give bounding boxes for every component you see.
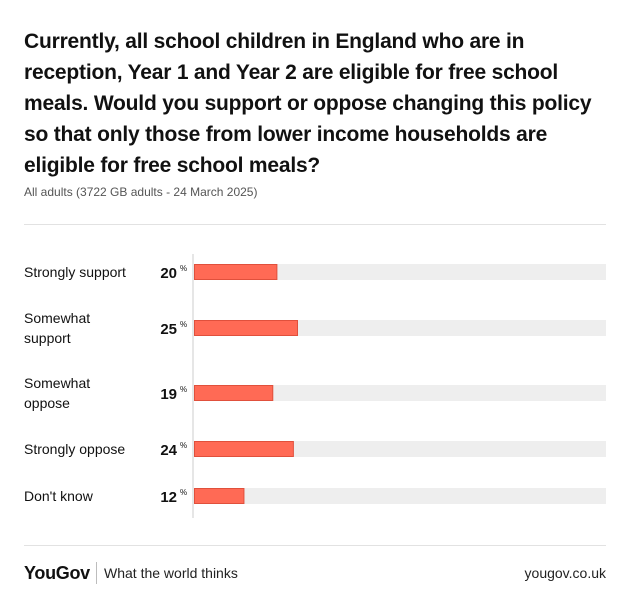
bar-1[interactable]: [194, 320, 298, 336]
category-label-line: Strongly oppose: [24, 441, 125, 457]
chart-subtitle: All adults (3722 GB adults - 24 March 20…: [24, 185, 258, 199]
value-label: 12: [160, 489, 177, 506]
footer-separator: [96, 562, 97, 584]
bar-track: [194, 264, 606, 280]
bar-3[interactable]: [194, 441, 294, 457]
category-label-line: Strongly support: [24, 264, 126, 280]
bar-0[interactable]: [194, 264, 278, 280]
value-label: 20: [160, 265, 177, 282]
bar-track: [194, 488, 606, 504]
bottom-divider: [24, 545, 606, 546]
bar-4[interactable]: [194, 488, 245, 504]
category-label-line: oppose: [24, 395, 70, 411]
top-divider: [24, 224, 606, 225]
value-label: 19: [160, 386, 177, 403]
category-label-line: Don't know: [24, 488, 94, 504]
percent-sign: %: [180, 488, 187, 497]
percent-sign: %: [180, 320, 187, 329]
chart-title: Currently, all school children in Englan…: [24, 30, 592, 177]
yougov-logo[interactable]: YouGov: [24, 563, 90, 583]
category-label-line: Somewhat: [24, 310, 90, 326]
bar-track: [194, 385, 606, 401]
value-label: 24: [160, 442, 177, 459]
value-label: 25: [160, 321, 177, 338]
bar-2[interactable]: [194, 385, 274, 401]
bar-track: [194, 441, 606, 457]
category-label: Strongly support: [24, 264, 126, 280]
category-label: Don't know: [24, 488, 94, 504]
category-label-line: support: [24, 330, 71, 346]
percent-sign: %: [180, 441, 187, 450]
category-label: Somewhat support: [24, 310, 90, 346]
category-label: Somewhat oppose: [24, 375, 90, 411]
percent-sign: %: [180, 264, 187, 273]
category-label: Strongly oppose: [24, 441, 125, 457]
percent-sign: %: [180, 385, 187, 394]
footer-url-link[interactable]: yougov.co.uk: [524, 565, 606, 581]
category-label-line: Somewhat: [24, 375, 90, 391]
footer-tagline: What the world thinks: [104, 565, 238, 581]
